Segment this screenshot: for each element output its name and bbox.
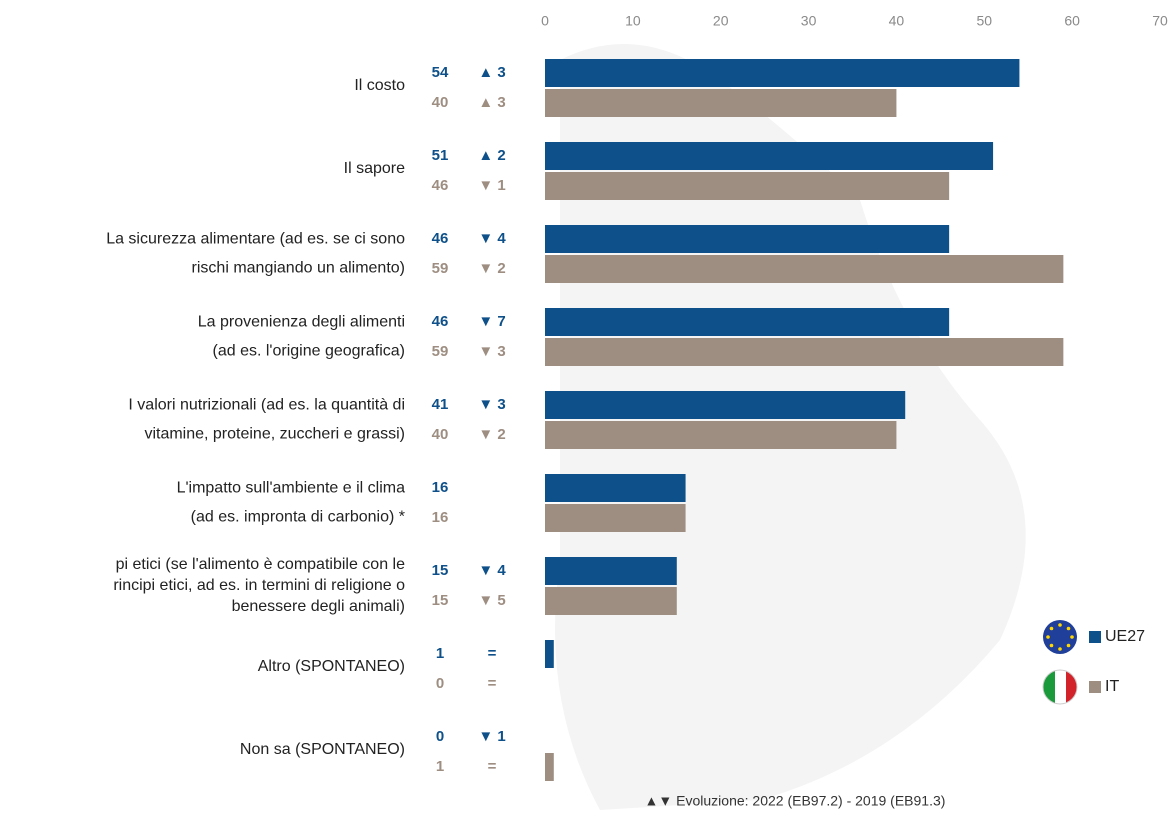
value-label: 1 [436, 758, 444, 775]
evolution-label: ▼ 4 [478, 230, 506, 247]
evolution-label: = [488, 645, 497, 662]
bar [545, 308, 950, 336]
category-label: rischi mangiando un alimento) [192, 260, 405, 277]
legend-swatch [1089, 681, 1101, 693]
bar [545, 338, 1064, 366]
x-tick-label: 50 [976, 13, 992, 29]
value-label: 15 [432, 562, 449, 579]
bar [545, 225, 950, 253]
evolution-label: = [488, 675, 497, 692]
bar [545, 640, 554, 668]
value-label: 0 [436, 728, 444, 745]
bar [545, 89, 897, 117]
x-tick-label: 0 [541, 13, 549, 29]
evolution-label: ▲ 3 [478, 94, 505, 111]
value-label: 46 [432, 230, 449, 247]
category-label: L'impatto sull'ambiente e il clima [177, 480, 406, 497]
value-label: 46 [432, 177, 449, 194]
bar [545, 587, 677, 615]
x-tick-label: 60 [1064, 13, 1080, 29]
bar [545, 504, 686, 532]
category-label: I valori nutrizionali (ad es. la quantit… [128, 397, 405, 414]
evolution-label: ▼ 4 [478, 562, 506, 579]
value-label: 59 [432, 343, 449, 360]
value-label: 1 [436, 645, 444, 662]
evolution-label: ▼ 2 [478, 426, 505, 443]
bar [545, 391, 906, 419]
category-label: rincipi etici, ad es. in termini di reli… [113, 577, 405, 594]
category-label: Il sapore [344, 160, 405, 177]
bar [545, 255, 1064, 283]
category-label: benessere degli animali) [232, 598, 405, 615]
value-label: 59 [432, 260, 449, 277]
evolution-label: ▲ 2 [478, 147, 505, 164]
x-tick-label: 30 [801, 13, 817, 29]
evolution-label: ▼ 7 [478, 313, 505, 330]
bar [545, 172, 950, 200]
evolution-label: = [488, 758, 497, 775]
value-label: 0 [436, 675, 444, 692]
bar [545, 421, 897, 449]
category-label: (ad es. impronta di carbonio) * [191, 509, 405, 526]
bar [545, 474, 686, 502]
category-label: Non sa (SPONTANEO) [240, 741, 405, 758]
value-label: 16 [432, 479, 449, 496]
evolution-label: ▲ 3 [478, 64, 505, 81]
category-label: Altro (SPONTANEO) [258, 658, 405, 675]
x-tick-label: 10 [625, 13, 641, 29]
it-flag [1042, 669, 1078, 705]
bar [545, 59, 1020, 87]
value-label: 15 [432, 592, 449, 609]
bar [545, 753, 554, 781]
legend-label: UE27 [1105, 628, 1145, 645]
evolution-label: ▼ 3 [478, 396, 505, 413]
category-label: Il costo [354, 77, 405, 94]
value-label: 40 [432, 94, 449, 111]
x-tick-label: 40 [889, 13, 905, 29]
value-label: 40 [432, 426, 449, 443]
category-label: (ad es. l'origine geografica) [213, 343, 406, 360]
evolution-label: ▼ 2 [478, 260, 505, 277]
evolution-label: ▼ 1 [478, 728, 505, 745]
category-label: La sicurezza alimentare (ad es. se ci so… [106, 231, 405, 248]
bar [545, 557, 677, 585]
value-label: 41 [432, 396, 449, 413]
category-label: La provenienza degli alimenti [198, 314, 405, 331]
legend-swatch [1089, 631, 1101, 643]
x-tick-label: 20 [713, 13, 729, 29]
x-tick-label: 70 [1152, 13, 1168, 29]
value-label: 16 [432, 509, 449, 526]
value-label: 54 [432, 64, 449, 81]
eu-flag [1043, 620, 1077, 654]
evolution-label: ▼ 3 [478, 343, 505, 360]
value-label: 51 [432, 147, 449, 164]
value-label: 46 [432, 313, 449, 330]
category-label: pi etici (se l'alimento è compatibile co… [116, 556, 406, 573]
category-label: vitamine, proteine, zuccheri e grassi) [144, 426, 405, 443]
legend-label: IT [1105, 678, 1119, 695]
evolution-label: ▼ 1 [478, 177, 505, 194]
footnote: ▲▼ Evoluzione: 2022 (EB97.2) - 2019 (EB9… [645, 793, 946, 809]
evolution-label: ▼ 5 [478, 592, 505, 609]
bar [545, 142, 994, 170]
